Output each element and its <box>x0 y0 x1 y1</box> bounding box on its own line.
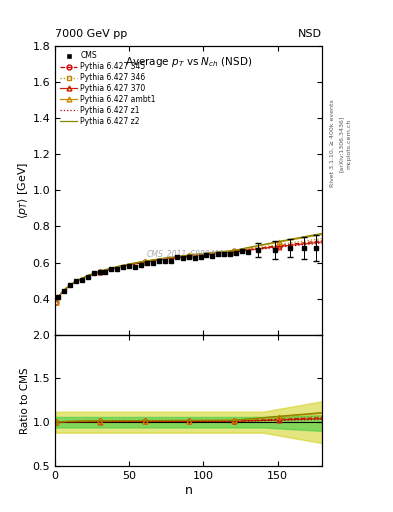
Legend: CMS, Pythia 6.427 345, Pythia 6.427 346, Pythia 6.427 370, Pythia 6.427 ambt1, P: CMS, Pythia 6.427 345, Pythia 6.427 346,… <box>59 50 157 127</box>
Pythia 6.427 z2 <box>217 249 221 255</box>
Pythia 6.427 346 <box>54 297 59 303</box>
CMS <box>103 269 108 275</box>
CMS <box>145 260 149 266</box>
Pythia 6.427 346 <box>212 250 217 256</box>
Pythia 6.427 z1 <box>217 250 221 257</box>
CMS <box>240 248 244 254</box>
CMS <box>192 255 197 261</box>
Text: 7000 GeV pp: 7000 GeV pp <box>55 29 127 39</box>
Text: CMS_2011_S8884919: CMS_2011_S8884919 <box>147 249 230 259</box>
Pythia 6.427 345 <box>217 250 221 256</box>
Text: Rivet 3.1.10, ≥ 400k events: Rivet 3.1.10, ≥ 400k events <box>329 99 334 187</box>
Pythia 6.427 346 <box>320 236 325 242</box>
Pythia 6.427 ambt1 <box>295 236 299 242</box>
Pythia 6.427 370 <box>217 250 221 256</box>
Pythia 6.427 370 <box>278 243 283 249</box>
Pythia 6.427 370 <box>54 297 59 303</box>
Text: [arXiv:1306.3436]: [arXiv:1306.3436] <box>339 115 344 172</box>
CMS <box>174 254 179 261</box>
Pythia 6.427 z2 <box>278 238 283 244</box>
CMS <box>115 266 120 272</box>
Line: Pythia 6.427 346: Pythia 6.427 346 <box>53 236 325 304</box>
Pythia 6.427 370 <box>295 242 299 248</box>
Pythia 6.427 z2 <box>211 249 216 255</box>
Pythia 6.427 370 <box>53 298 58 305</box>
Line: Pythia 6.427 ambt1: Pythia 6.427 ambt1 <box>53 232 325 304</box>
CMS <box>62 288 66 294</box>
Pythia 6.427 ambt1 <box>212 249 217 255</box>
Pythia 6.427 346 <box>217 249 221 255</box>
Line: Pythia 6.427 345: Pythia 6.427 345 <box>53 238 325 304</box>
Pythia 6.427 z2 <box>320 230 325 237</box>
Pythia 6.427 370 <box>320 239 325 245</box>
Pythia 6.427 345 <box>53 298 58 305</box>
CMS <box>169 258 173 264</box>
CMS <box>204 252 209 259</box>
Pythia 6.427 z1 <box>211 251 216 257</box>
Line: Pythia 6.427 370: Pythia 6.427 370 <box>53 240 325 304</box>
CMS <box>216 251 221 257</box>
CMS <box>133 264 138 270</box>
CMS <box>139 262 143 268</box>
Pythia 6.427 346 <box>278 241 283 247</box>
CMS <box>156 258 161 264</box>
Pythia 6.427 346 <box>53 298 58 305</box>
Pythia 6.427 ambt1 <box>54 297 59 303</box>
CMS <box>198 253 203 260</box>
Pythia 6.427 345 <box>212 250 217 257</box>
Text: mcplots.cern.ch: mcplots.cern.ch <box>347 118 352 168</box>
Text: NSD: NSD <box>298 29 322 39</box>
CMS <box>73 278 78 284</box>
CMS <box>79 276 84 283</box>
Pythia 6.427 z1 <box>54 297 59 303</box>
CMS <box>210 253 215 259</box>
Pythia 6.427 345 <box>320 238 325 244</box>
CMS <box>228 250 233 257</box>
CMS <box>222 251 227 258</box>
Line: Pythia 6.427 z2: Pythia 6.427 z2 <box>56 233 322 302</box>
CMS <box>234 250 239 257</box>
Pythia 6.427 z2 <box>53 298 58 305</box>
Pythia 6.427 345 <box>278 243 283 249</box>
CMS <box>186 254 191 261</box>
CMS <box>68 283 72 289</box>
Pythia 6.427 ambt1 <box>53 298 58 305</box>
CMS <box>97 269 102 275</box>
Pythia 6.427 z1 <box>295 242 299 248</box>
Pythia 6.427 ambt1 <box>211 249 216 255</box>
Pythia 6.427 370 <box>212 250 217 257</box>
Pythia 6.427 345 <box>54 297 59 303</box>
CMS <box>56 294 61 301</box>
Y-axis label: $\langle p_T \rangle$ [GeV]: $\langle p_T \rangle$ [GeV] <box>16 162 29 219</box>
CMS <box>85 274 90 280</box>
CMS <box>163 258 167 264</box>
X-axis label: n: n <box>185 483 193 497</box>
Pythia 6.427 ambt1 <box>278 239 283 245</box>
Line: CMS: CMS <box>55 248 250 300</box>
CMS <box>91 270 96 276</box>
Line: Pythia 6.427 z1: Pythia 6.427 z1 <box>56 243 322 302</box>
CMS <box>151 260 155 266</box>
Pythia 6.427 ambt1 <box>320 231 325 238</box>
Pythia 6.427 z2 <box>212 249 217 255</box>
Pythia 6.427 z1 <box>320 240 325 246</box>
Pythia 6.427 345 <box>295 241 299 247</box>
Pythia 6.427 346 <box>211 250 216 256</box>
Pythia 6.427 z2 <box>54 297 59 303</box>
Pythia 6.427 346 <box>295 239 299 245</box>
CMS <box>180 255 185 261</box>
Pythia 6.427 ambt1 <box>217 249 221 255</box>
Pythia 6.427 z1 <box>212 251 217 257</box>
Pythia 6.427 z1 <box>278 244 283 250</box>
CMS <box>109 266 114 272</box>
CMS <box>121 264 126 270</box>
Y-axis label: Ratio to CMS: Ratio to CMS <box>20 367 29 434</box>
CMS <box>246 249 250 255</box>
Pythia 6.427 345 <box>211 250 216 257</box>
Pythia 6.427 z1 <box>53 298 58 305</box>
Text: Average $p_T$ vs $N_{ch}$ (NSD): Average $p_T$ vs $N_{ch}$ (NSD) <box>125 55 252 69</box>
Pythia 6.427 370 <box>211 250 216 257</box>
Pythia 6.427 z2 <box>295 235 299 241</box>
CMS <box>127 263 132 269</box>
